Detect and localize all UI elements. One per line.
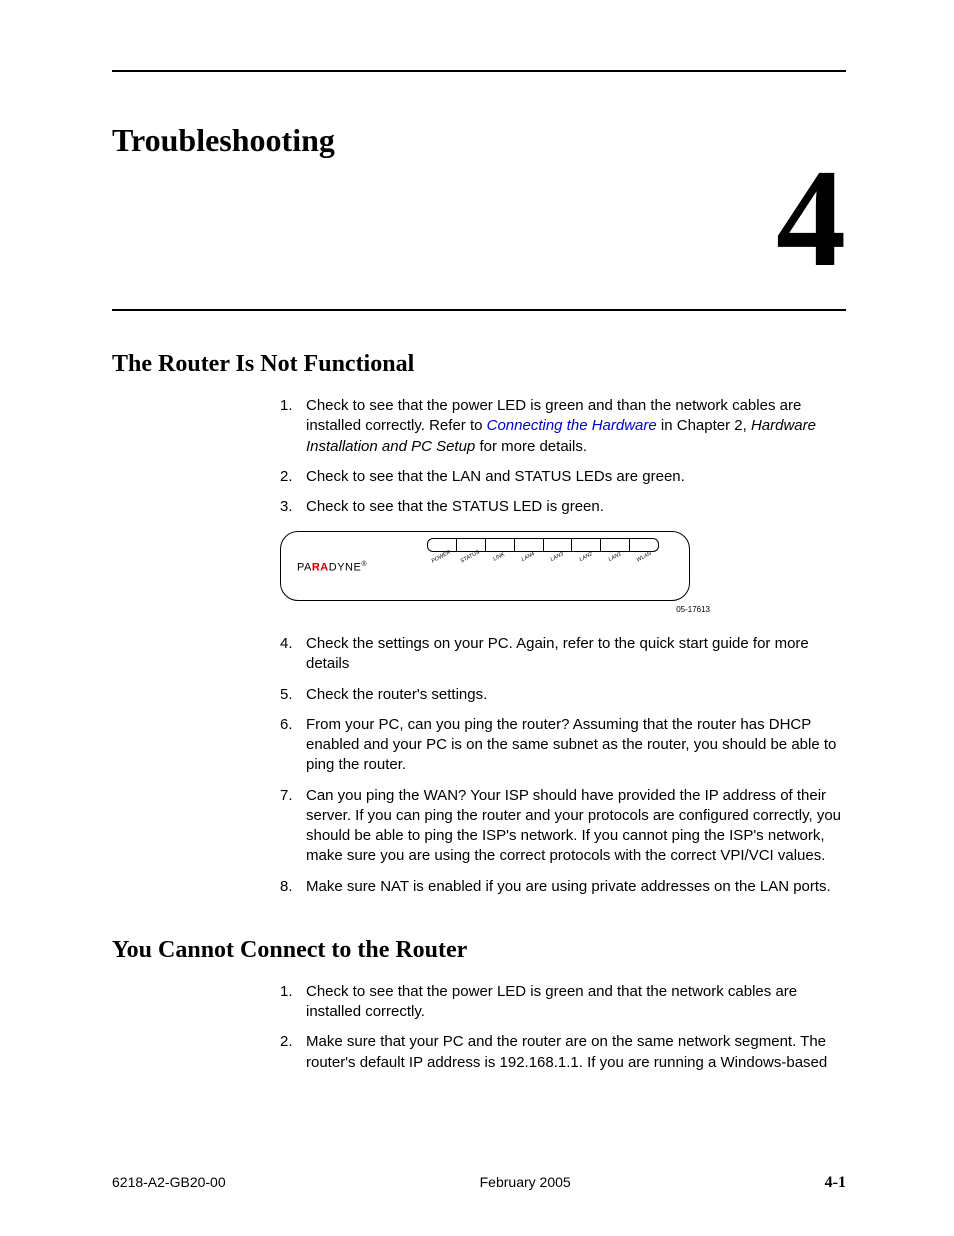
page-footer: 6218-A2-GB20-00 February 2005 4-1 — [112, 1174, 846, 1192]
device-front-panel: PARADYNE® POWER STATU — [280, 531, 690, 601]
section2-content: 1. Check to see that the power LED is gr… — [280, 982, 846, 1073]
figure-caption: 05-17613 — [280, 605, 710, 616]
footer-doc-id: 6218-A2-GB20-00 — [112, 1174, 226, 1190]
section-router-not-functional-title: The Router Is Not Functional — [112, 351, 846, 378]
list-item: 4. Check the settings on your PC. Again,… — [280, 634, 846, 675]
list-item: 8. Make sure NAT is enabled if you are u… — [280, 877, 846, 897]
step-text: Check to see that the LAN and STATUS LED… — [306, 467, 846, 487]
step-number: 5. — [280, 685, 306, 705]
list-item: 1. Check to see that the power LED is gr… — [280, 982, 846, 1023]
brand-registered: ® — [361, 561, 367, 568]
step-number: 8. — [280, 877, 306, 897]
step-number: 2. — [280, 1032, 306, 1073]
section-cannot-connect-title: You Cannot Connect to the Router — [112, 937, 846, 964]
brand-accent: RA — [312, 562, 329, 574]
step-text: Check to see that the power LED is green… — [306, 396, 846, 457]
list-item: 1. Check to see that the power LED is gr… — [280, 396, 846, 457]
section1-content: 1. Check to see that the power LED is gr… — [280, 396, 846, 897]
step-number: 7. — [280, 786, 306, 867]
step-text: Check to see that the power LED is green… — [306, 982, 846, 1023]
step-number: 4. — [280, 634, 306, 675]
step-text: Can you ping the WAN? Your ISP should ha… — [306, 786, 846, 867]
step-text: Check to see that the STATUS LED is gree… — [306, 497, 846, 517]
step-text: Make sure NAT is enabled if you are usin… — [306, 877, 846, 897]
step-number: 3. — [280, 497, 306, 517]
step-text: From your PC, can you ping the router? A… — [306, 715, 846, 776]
step-text: Check the router's settings. — [306, 685, 846, 705]
mid-rule — [112, 309, 846, 311]
brand-suffix: DYNE — [329, 562, 362, 574]
footer-page-number: 4-1 — [825, 1174, 846, 1192]
footer-date: February 2005 — [480, 1174, 571, 1190]
text-fragment: for more details. — [475, 438, 587, 455]
section1-steps-before-figure: 1. Check to see that the power LED is gr… — [280, 396, 846, 517]
device-figure: PARADYNE® POWER STATU — [280, 531, 846, 616]
brand-prefix: PA — [297, 562, 312, 574]
device-brand-label: PARADYNE® — [297, 560, 367, 576]
list-item: 5. Check the router's settings. — [280, 685, 846, 705]
list-item: 2. Check to see that the LAN and STATUS … — [280, 467, 846, 487]
led-strip: POWER STATUS LINK LAN4 LAN3 LAN2 LAN1 WL… — [427, 538, 659, 561]
top-rule — [112, 70, 846, 72]
link-connecting-hardware[interactable]: Connecting the Hardware — [487, 417, 657, 434]
list-item: 7. Can you ping the WAN? Your ISP should… — [280, 786, 846, 867]
step-number: 6. — [280, 715, 306, 776]
step-text: Check the settings on your PC. Again, re… — [306, 634, 846, 675]
list-item: 6. From your PC, can you ping the router… — [280, 715, 846, 776]
text-fragment: in Chapter 2, — [657, 417, 751, 434]
step-number: 1. — [280, 396, 306, 457]
page: Troubleshooting 4 The Router Is Not Func… — [0, 0, 954, 1236]
step-number: 1. — [280, 982, 306, 1023]
list-item: 3. Check to see that the STATUS LED is g… — [280, 497, 846, 517]
section1-steps-after-figure: 4. Check the settings on your PC. Again,… — [280, 634, 846, 897]
led-labels: POWER STATUS LINK LAN4 LAN3 LAN2 LAN1 WL… — [427, 554, 659, 561]
step-text: Make sure that your PC and the router ar… — [306, 1032, 846, 1073]
list-item: 2. Make sure that your PC and the router… — [280, 1032, 846, 1073]
step-number: 2. — [280, 467, 306, 487]
section2-steps: 1. Check to see that the power LED is gr… — [280, 982, 846, 1073]
chapter-number: 4 — [112, 149, 846, 289]
